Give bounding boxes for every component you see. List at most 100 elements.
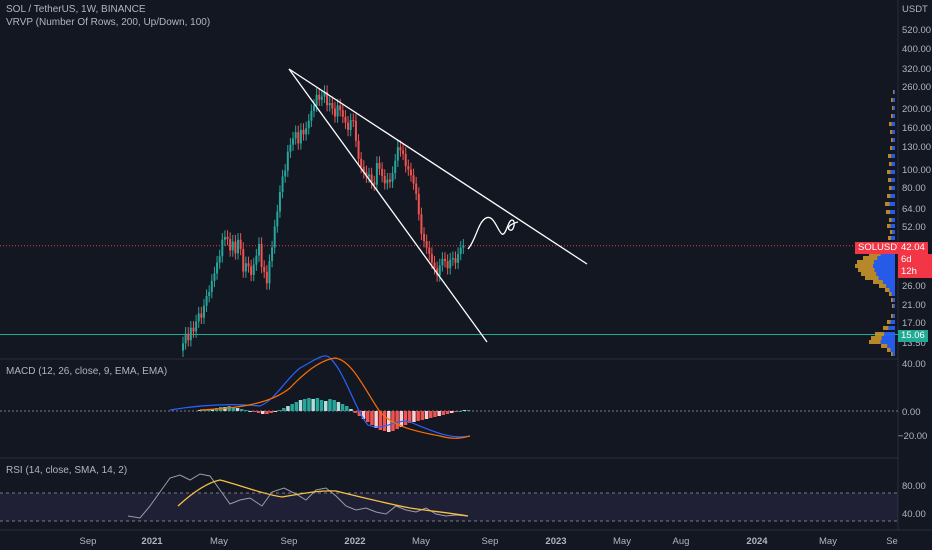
candle-body (208, 292, 211, 297)
macd-histogram-bar (416, 411, 420, 421)
macd-histogram-bar (240, 409, 244, 411)
volume-profile-bar-up (890, 194, 895, 198)
volume-profile-bar-up (874, 260, 895, 264)
volume-profile-bar-down (881, 344, 888, 348)
volume-profile-bar-down (891, 298, 893, 302)
macd-histogram-bar (198, 410, 202, 411)
macd-line (169, 355, 331, 411)
volume-profile-bar-down (890, 146, 893, 150)
macd-histogram-bar (370, 411, 374, 425)
candle-body (454, 258, 457, 263)
candle-body (229, 239, 232, 251)
macd-histogram-bar (324, 401, 328, 411)
volume-profile-bar-down (891, 352, 893, 356)
macd-histogram-bar (462, 410, 467, 411)
rsi-label[interactable]: RSI (14, close, SMA, 14, 2) (6, 465, 128, 476)
macd-label[interactable]: MACD (12, 26, close, 9, EMA, EMA) (6, 366, 168, 377)
volume-profile-bar-down (888, 178, 892, 182)
candle-body (297, 132, 300, 144)
candle-body (383, 175, 386, 184)
macd-histogram-bar (273, 411, 278, 412)
macd-histogram-bar (445, 411, 450, 414)
volume-profile-bar-down (875, 332, 884, 336)
candle-body (239, 239, 242, 249)
candle-body (349, 120, 352, 130)
volume-profile-bar-up (891, 154, 895, 158)
candle-body (360, 158, 363, 167)
volume-profile-bar-down (888, 236, 892, 240)
candle-body (409, 169, 412, 176)
candle-body (213, 273, 216, 281)
volume-profile-bar-down (893, 90, 894, 94)
macd-histogram-bar (277, 410, 282, 411)
candle-body (388, 179, 391, 182)
candle-body (373, 182, 376, 185)
candle-body (404, 153, 407, 167)
volume-profile-bar-up (888, 326, 895, 330)
candle-body (394, 160, 397, 173)
time-tick-label: 2022 (344, 536, 366, 547)
candle-body (200, 313, 203, 318)
volume-profile-bar-down (869, 340, 881, 344)
candle-body (268, 261, 271, 284)
volume-profile-bar-up (892, 130, 895, 134)
rsi-tick-80: 80.00 (902, 481, 926, 492)
volume-profile-bar-up (881, 336, 895, 340)
candle-body (218, 256, 221, 263)
volume-profile-bar-down (892, 106, 894, 110)
macd-histogram-bar (387, 411, 391, 432)
volume-profile-bar-down (886, 210, 891, 214)
macd-histogram-bar (261, 411, 265, 414)
candle-body (368, 174, 371, 177)
volume-profile-bar-up (891, 186, 895, 190)
candle-body (457, 253, 460, 263)
volume-profile-bar-up (889, 202, 895, 206)
macd-histogram-bar (244, 410, 248, 411)
candle-body (265, 271, 268, 284)
signal-line (199, 357, 471, 439)
price-tick-label: 17.00 (902, 318, 926, 329)
time-tick-label: Se (886, 536, 898, 547)
last-price-tag: 42.04 (898, 242, 928, 254)
volume-profile-bar-up (893, 304, 895, 308)
volume-profile-bar-up (892, 146, 895, 150)
price-tick-label: 160.00 (902, 123, 932, 134)
macd-histogram-bar (235, 408, 240, 411)
volume-profile-bar-down (861, 272, 877, 276)
macd-histogram-bar (420, 411, 425, 420)
macd-histogram-bar (265, 411, 269, 414)
macd-histogram-bar (408, 411, 412, 423)
candle-body (281, 176, 284, 192)
candle-body (386, 179, 389, 184)
candle-body (263, 266, 266, 272)
candle-body (415, 183, 418, 194)
volume-profile-bar-up (891, 236, 895, 240)
volume-profile-bar-up (889, 288, 895, 292)
volume-profile-bar-up (892, 298, 895, 302)
volume-profile-bar-down (889, 122, 892, 126)
candle-body (341, 110, 344, 117)
price-tick-label: 52.00 (902, 222, 926, 233)
candle-body (318, 94, 321, 100)
price-tick-label: 200.00 (902, 104, 932, 115)
macd-histogram-bar (441, 411, 446, 415)
vrvp-indicator-label[interactable]: VRVP (Number Of Rows, 200, Up/Down, 100) (6, 17, 211, 28)
macd-histogram-bar (223, 407, 227, 411)
candle-body (292, 138, 295, 145)
time-tick-label: May (613, 536, 631, 547)
candle-body (289, 144, 292, 152)
candle-body (278, 191, 281, 212)
time-tick-label: Sep (79, 536, 97, 547)
price-tick-label: 13.50 (902, 338, 926, 349)
candle-body (354, 120, 357, 141)
candle-body (375, 162, 378, 185)
volume-profile-bar-down (855, 264, 873, 268)
candle-body (436, 268, 439, 276)
macd-histogram-bar (307, 398, 311, 411)
volume-profile-bar-down (889, 186, 892, 190)
macd-histogram-bar (429, 411, 433, 418)
macd-histogram-bar (248, 411, 252, 412)
volume-profile-bar-down (885, 288, 890, 292)
